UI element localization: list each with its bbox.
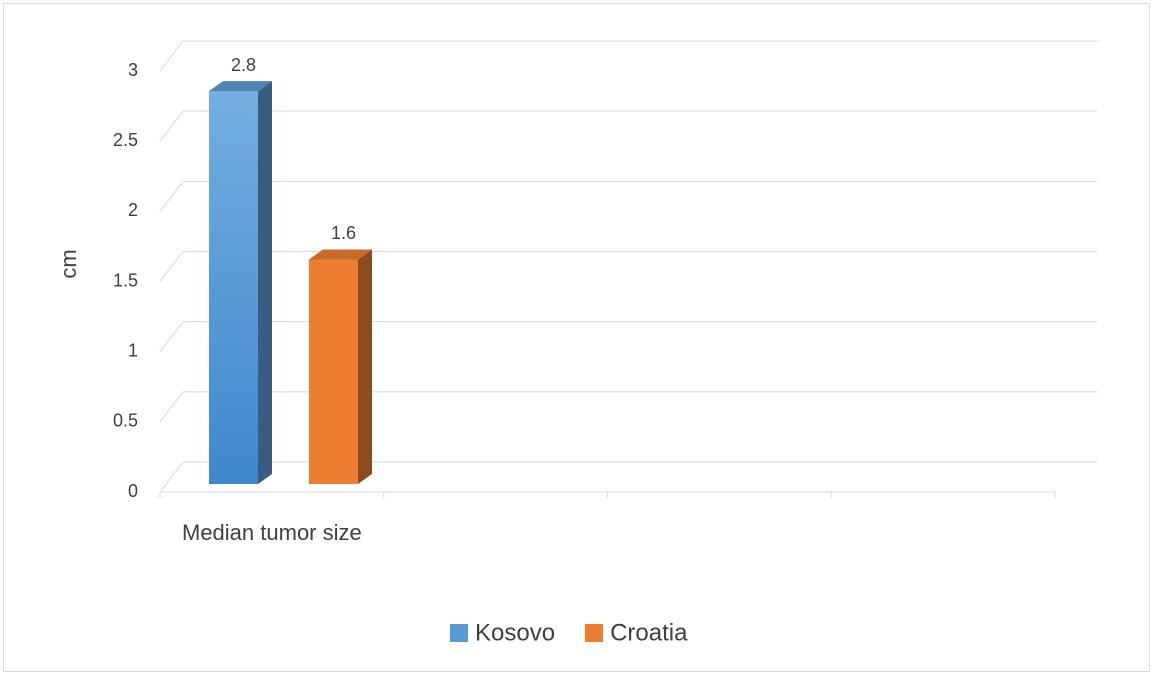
y-axis-label: cm [56, 249, 81, 278]
y-tick-label: 2 [128, 200, 138, 220]
y-tick-label: 1.5 [113, 270, 138, 290]
grid-diagonal [159, 40, 184, 72]
grid-diagonal [159, 110, 184, 142]
bar-side [258, 81, 272, 485]
legend-swatch [585, 624, 604, 642]
grid-diagonal [159, 251, 184, 282]
y-tick-label: 1 [128, 340, 138, 360]
value-label: 1.6 [331, 223, 356, 243]
y-tick-label: 0.5 [113, 411, 138, 431]
y-tick-label: 3 [128, 60, 138, 80]
chart-border [3, 3, 1150, 672]
x-tick-label: Median tumor size [182, 520, 362, 545]
y-tick-label: 0 [128, 481, 138, 501]
bar [309, 259, 358, 484]
legend-swatch [450, 624, 468, 642]
legend-label: Kosovo [475, 619, 555, 646]
bar-top [209, 81, 272, 92]
grid-diagonal [159, 181, 184, 212]
bar [209, 91, 258, 485]
grid-diagonal [159, 461, 184, 493]
legend-label: Croatia [610, 619, 688, 646]
value-label: 2.8 [231, 55, 256, 75]
bar-top [309, 249, 372, 260]
grid-diagonal [159, 391, 184, 423]
bar-side [358, 249, 372, 484]
grid-diagonal [159, 321, 184, 352]
y-tick-label: 2.5 [113, 130, 138, 150]
